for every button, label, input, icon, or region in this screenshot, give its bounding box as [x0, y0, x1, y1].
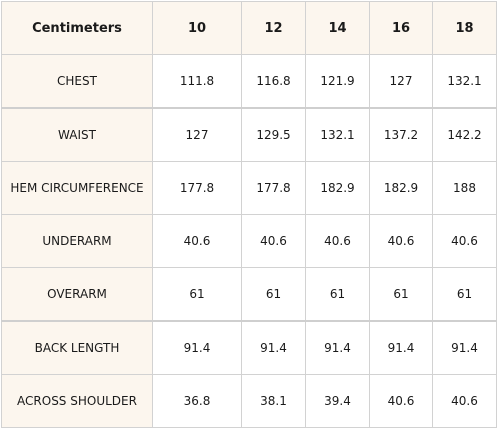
size-header: 14: [305, 1, 370, 55]
table-row: BACK LENGTH 91.4 91.4 91.4 91.4 91.4: [1, 320, 497, 375]
header-row: Centimeters 10 12 14 16 18: [1, 1, 497, 55]
measurement-cell: 111.8: [152, 54, 242, 109]
row-label: OVERARM: [1, 267, 153, 322]
row-label: BACK LENGTH: [1, 320, 153, 375]
measurement-cell: 182.9: [305, 161, 370, 215]
row-label: ACROSS SHOULDER: [1, 374, 153, 428]
measurement-cell: 142.2: [432, 107, 497, 162]
measurement-cell: 91.4: [241, 320, 306, 375]
size-header: 16: [369, 1, 433, 55]
measurement-cell: 40.6: [369, 374, 433, 428]
measurement-cell: 182.9: [369, 161, 433, 215]
size-header: 18: [432, 1, 497, 55]
corner-header: Centimeters: [1, 1, 153, 55]
measurement-cell: 137.2: [369, 107, 433, 162]
row-label: HEM CIRCUMFERENCE: [1, 161, 153, 215]
row-label: CHEST: [1, 54, 153, 109]
measurement-cell: 121.9: [305, 54, 370, 109]
measurement-cell: 91.4: [305, 320, 370, 375]
row-label: UNDERARM: [1, 214, 153, 268]
measurement-cell: 177.8: [152, 161, 242, 215]
measurement-cell: 61: [305, 267, 370, 322]
measurement-cell: 40.6: [432, 214, 497, 268]
measurement-cell: 61: [241, 267, 306, 322]
measurement-cell: 91.4: [152, 320, 242, 375]
measurement-cell: 61: [369, 267, 433, 322]
table-row: HEM CIRCUMFERENCE 177.8 177.8 182.9 182.9 188: [1, 161, 497, 215]
measurement-cell: 36.8: [152, 374, 242, 428]
measurement-cell: 91.4: [432, 320, 497, 375]
measurement-cell: 116.8: [241, 54, 306, 109]
measurement-cell: 91.4: [369, 320, 433, 375]
measurement-cell: 129.5: [241, 107, 306, 162]
measurement-cell: 177.8: [241, 161, 306, 215]
row-label: WAIST: [1, 107, 153, 162]
measurement-cell: 127: [369, 54, 433, 109]
measurement-cell: 132.1: [432, 54, 497, 109]
measurement-cell: 127: [152, 107, 242, 162]
measurement-cell: 61: [152, 267, 242, 322]
measurement-cell: 38.1: [241, 374, 306, 428]
measurement-cell: 39.4: [305, 374, 370, 428]
measurement-cell: 132.1: [305, 107, 370, 162]
measurement-cell: 61: [432, 267, 497, 322]
table-row: WAIST 127 129.5 132.1 137.2 142.2: [1, 107, 497, 162]
table-row: ACROSS SHOULDER 36.8 38.1 39.4 40.6 40.6: [1, 374, 497, 428]
measurement-cell: 40.6: [152, 214, 242, 268]
table-row: CHEST 111.8 116.8 121.9 127 132.1: [1, 54, 497, 109]
measurement-cell: 40.6: [305, 214, 370, 268]
measurement-cell: 40.6: [369, 214, 433, 268]
measurement-cell: 188: [432, 161, 497, 215]
measurement-cell: 40.6: [432, 374, 497, 428]
measurement-cell: 40.6: [241, 214, 306, 268]
size-header: 12: [241, 1, 306, 55]
size-header: 10: [152, 1, 242, 55]
table-row: OVERARM 61 61 61 61 61: [1, 267, 497, 322]
table-row: UNDERARM 40.6 40.6 40.6 40.6 40.6: [1, 214, 497, 268]
